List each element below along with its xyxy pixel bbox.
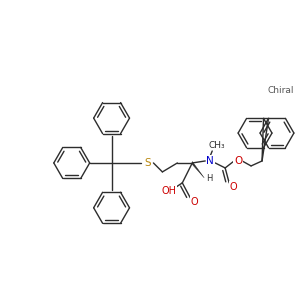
Text: Chiral: Chiral xyxy=(267,86,293,95)
Text: O: O xyxy=(229,182,237,192)
Text: N: N xyxy=(206,156,214,166)
Text: O: O xyxy=(234,156,242,166)
Text: CH₃: CH₃ xyxy=(209,140,226,149)
Polygon shape xyxy=(192,161,204,178)
Text: S: S xyxy=(144,158,151,168)
Text: O: O xyxy=(190,197,198,207)
Text: H: H xyxy=(206,174,212,183)
Text: OH: OH xyxy=(162,186,177,196)
